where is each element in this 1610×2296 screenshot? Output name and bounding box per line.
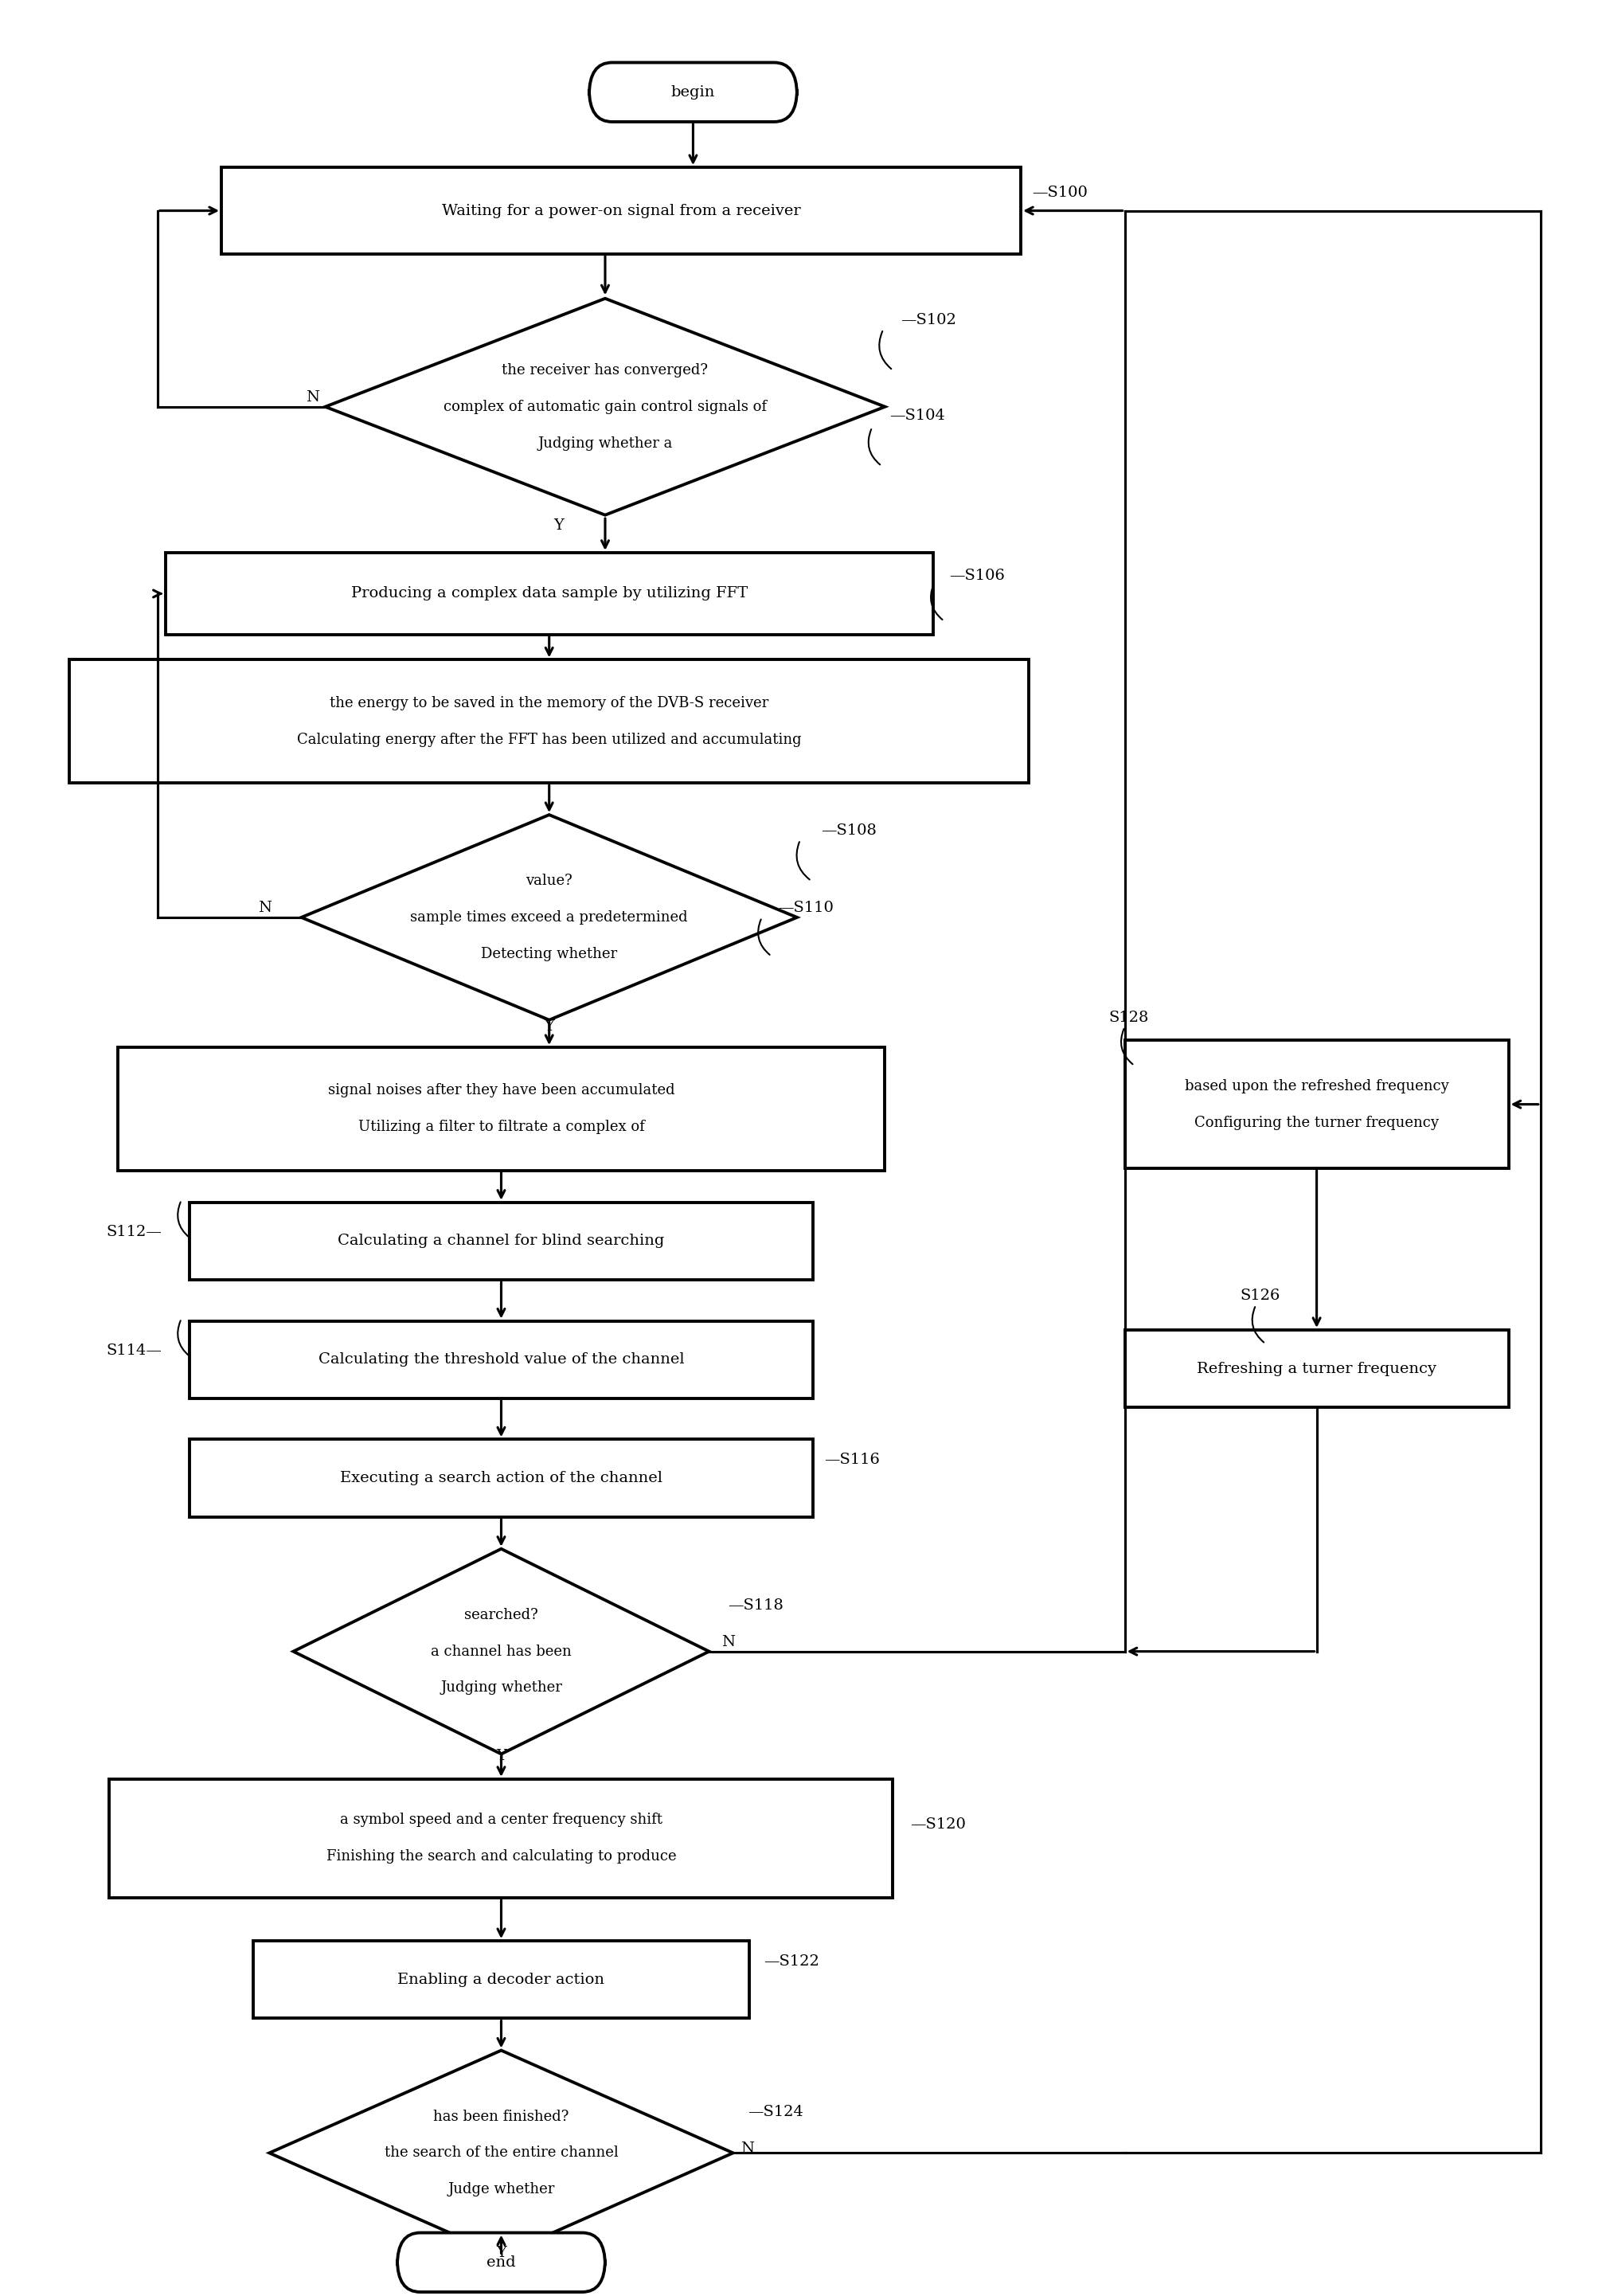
- Text: Utilizing a filter to filtrate a complex of: Utilizing a filter to filtrate a complex…: [357, 1120, 644, 1134]
- Text: Finishing the search and calculating to produce: Finishing the search and calculating to …: [327, 1848, 676, 1864]
- Text: Calculating a channel for blind searching: Calculating a channel for blind searchin…: [338, 1233, 665, 1249]
- Text: S112—: S112—: [106, 1224, 163, 1240]
- FancyBboxPatch shape: [398, 2232, 605, 2291]
- Text: —S102: —S102: [902, 312, 956, 328]
- Text: —S120: —S120: [911, 1818, 966, 1832]
- Bar: [166, 553, 932, 634]
- Text: the receiver has converged?: the receiver has converged?: [502, 363, 708, 377]
- Text: N: N: [721, 1635, 736, 1649]
- Text: Calculating energy after the FFT has been utilized and accumulating: Calculating energy after the FFT has bee…: [296, 732, 802, 746]
- Bar: [253, 1940, 749, 2018]
- Text: a channel has been: a channel has been: [431, 1644, 572, 1658]
- Text: —S122: —S122: [763, 1954, 819, 1968]
- Text: N: N: [258, 900, 272, 916]
- Text: Waiting for a power-on signal from a receiver: Waiting for a power-on signal from a rec…: [441, 204, 800, 218]
- Bar: [222, 168, 1021, 255]
- Text: —S108: —S108: [821, 824, 876, 838]
- Text: —S118: —S118: [728, 1598, 784, 1614]
- Text: —S106: —S106: [948, 569, 1005, 583]
- Text: Executing a search action of the channel: Executing a search action of the channel: [340, 1472, 662, 1486]
- Text: based upon the refreshed frequency: based upon the refreshed frequency: [1185, 1079, 1449, 1093]
- Text: —S100: —S100: [1032, 186, 1088, 200]
- Text: complex of automatic gain control signals of: complex of automatic gain control signal…: [443, 400, 766, 413]
- Text: Judge whether: Judge whether: [448, 2181, 555, 2197]
- Text: value?: value?: [526, 875, 573, 889]
- Text: Producing a complex data sample by utilizing FFT: Producing a complex data sample by utili…: [351, 585, 747, 602]
- Text: Configuring the turner frequency: Configuring the turner frequency: [1195, 1116, 1439, 1130]
- Text: S114—: S114—: [106, 1343, 163, 1357]
- Text: end: end: [486, 2255, 515, 2268]
- Text: —S110: —S110: [778, 900, 834, 916]
- Text: Y: Y: [496, 1750, 506, 1763]
- Bar: [190, 1203, 813, 1279]
- Text: Y: Y: [554, 519, 564, 533]
- Bar: [1125, 1329, 1509, 1407]
- Bar: [1125, 1040, 1509, 1169]
- Text: —S104: —S104: [890, 409, 945, 422]
- FancyBboxPatch shape: [589, 62, 797, 122]
- Polygon shape: [269, 2050, 733, 2255]
- Text: Refreshing a turner frequency: Refreshing a turner frequency: [1196, 1362, 1436, 1375]
- Text: S128: S128: [1109, 1010, 1150, 1024]
- Text: Enabling a decoder action: Enabling a decoder action: [398, 1972, 605, 1986]
- Text: N: N: [306, 390, 319, 404]
- Polygon shape: [301, 815, 797, 1019]
- Bar: [109, 1779, 894, 1896]
- Text: has been finished?: has been finished?: [433, 2110, 568, 2124]
- Polygon shape: [293, 1550, 708, 1754]
- Text: Y: Y: [496, 2245, 506, 2262]
- Text: N: N: [741, 2142, 753, 2156]
- Text: Detecting whether: Detecting whether: [481, 946, 617, 962]
- Text: Calculating the threshold value of the channel: Calculating the threshold value of the c…: [319, 1352, 684, 1366]
- Text: the search of the entire channel: the search of the entire channel: [385, 2147, 618, 2161]
- Text: begin: begin: [671, 85, 715, 99]
- Text: Y: Y: [544, 1019, 554, 1033]
- Text: a symbol speed and a center frequency shift: a symbol speed and a center frequency sh…: [340, 1814, 662, 1828]
- Text: Judging whether a: Judging whether a: [538, 436, 673, 450]
- Text: S126: S126: [1240, 1288, 1280, 1302]
- Polygon shape: [325, 298, 886, 514]
- Bar: [118, 1047, 886, 1171]
- Bar: [190, 1320, 813, 1398]
- Text: the energy to be saved in the memory of the DVB-S receiver: the energy to be saved in the memory of …: [330, 696, 768, 709]
- Bar: [69, 659, 1029, 783]
- Bar: [190, 1440, 813, 1518]
- Text: Judging whether: Judging whether: [441, 1681, 562, 1694]
- Text: signal noises after they have been accumulated: signal noises after they have been accum…: [328, 1084, 675, 1097]
- Text: searched?: searched?: [464, 1607, 538, 1621]
- Text: sample times exceed a predetermined: sample times exceed a predetermined: [411, 909, 687, 925]
- Text: —S124: —S124: [747, 2105, 803, 2119]
- Text: —S116: —S116: [824, 1453, 879, 1467]
